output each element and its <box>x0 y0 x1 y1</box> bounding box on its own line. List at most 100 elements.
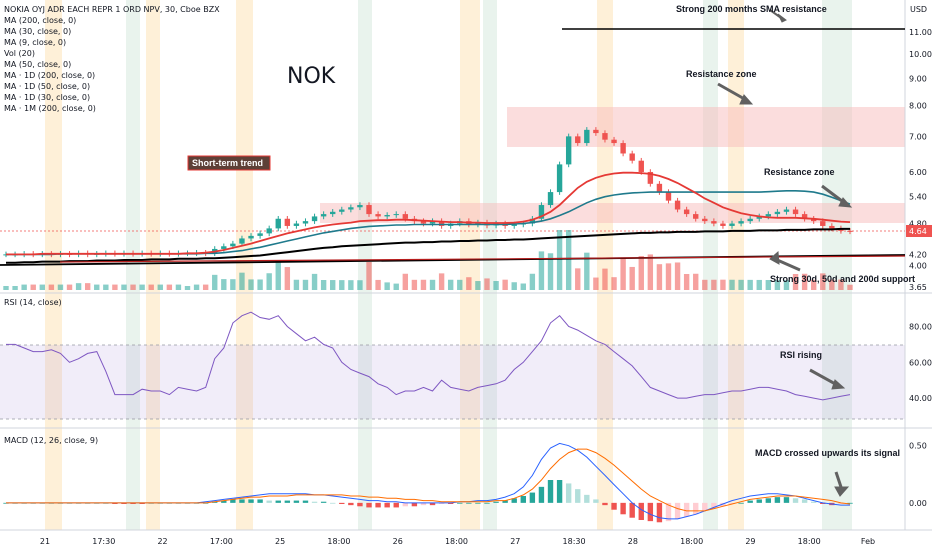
rsi-tick: 80.00 <box>909 322 932 331</box>
indicator-item[interactable]: MA · 1D (50, close, 0) <box>4 82 90 91</box>
volume-bar <box>738 279 744 290</box>
indicator-item[interactable]: MA · 1D (30, close, 0) <box>4 93 90 102</box>
time-tick: 21 <box>40 537 50 546</box>
chart-title: NOKIA OYJ ADR EACH REPR 1 ORD NPV, 30, C… <box>4 5 220 14</box>
macd-histogram-bar <box>357 502 363 507</box>
volume-bar <box>674 262 681 290</box>
candle-body <box>575 136 581 144</box>
session-stripe <box>460 0 480 530</box>
session-stripe <box>483 0 497 530</box>
volume-bar <box>520 283 526 290</box>
macd-histogram-bar <box>447 502 454 504</box>
macd-histogram-bar <box>457 502 463 504</box>
indicator-item[interactable]: MA (9, close, 0) <box>4 38 66 47</box>
macd-histogram-bar <box>384 502 390 508</box>
candle-body <box>656 183 663 193</box>
volume-bar <box>429 279 436 290</box>
indicator-item[interactable]: MA (30, close, 0) <box>4 27 71 36</box>
candle-body <box>230 243 236 247</box>
macd-histogram-bar <box>284 500 291 503</box>
arrow-macd-shaft <box>834 471 844 491</box>
indicator-legend[interactable]: MA (200, close, 0) MA (30, close, 0) MA (9… <box>4 16 96 113</box>
rsi-axis[interactable]: 80.00 60.00 40.00 <box>909 322 932 403</box>
sma-resistance-label: Strong 200 months SMA resistance <box>676 4 827 14</box>
indicator-item[interactable]: MA (200, close, 0) <box>4 16 76 25</box>
volume-bar <box>175 284 182 290</box>
macd-plot <box>3 442 853 523</box>
candle-body <box>602 133 608 140</box>
macd-histogram-bar <box>611 502 617 510</box>
macd-histogram-bar <box>429 502 436 506</box>
indicator-item[interactable]: Vol (20) <box>4 49 35 58</box>
price-axis[interactable]: 11.00 10.00 9.00 8.00 7.00 6.00 5.40 4.80 4.20 4.… <box>909 28 932 292</box>
short-term-box <box>187 155 271 171</box>
macd-crossed-label: MACD crossed upwards its signal <box>755 448 900 458</box>
volume-bar <box>638 256 644 290</box>
macd-histogram-bar <box>602 502 608 506</box>
candle-body <box>475 222 481 225</box>
indicator-item[interactable]: MA · 1M (200, close, 0) <box>4 104 96 113</box>
macd-axis[interactable]: 0.50 0.00 <box>909 442 927 508</box>
candle-body <box>620 143 626 154</box>
macd-histogram-bar <box>783 497 790 503</box>
indicator-item[interactable]: MA · 1D (200, close, 0) <box>4 71 95 80</box>
price-tick: 10.00 <box>909 50 932 59</box>
volume-bar <box>447 279 454 290</box>
price-tick: 7.00 <box>909 132 927 141</box>
session-stripe <box>146 0 160 530</box>
volume-bar <box>801 273 808 290</box>
volume-bar <box>384 282 390 290</box>
candle-body <box>266 228 272 234</box>
candle-body <box>511 224 517 226</box>
macd-histogram-bar <box>320 501 327 503</box>
session-stripe <box>358 0 372 530</box>
candle-body <box>384 215 390 217</box>
candle-body <box>320 214 327 217</box>
candle-body <box>293 223 300 226</box>
macd-histogram-bar <box>593 499 599 503</box>
volume-bar <box>193 284 200 290</box>
price-tick: 8.00 <box>909 102 927 111</box>
volume-bar <box>647 254 654 290</box>
macd-histogram-bar <box>547 480 554 503</box>
volume-bar <box>593 277 599 290</box>
time-axis[interactable]: 21 17:30 22 17:00 25 18:00 26 18:00 27 18:30 28 18:… <box>40 537 875 546</box>
volume-bar <box>12 286 18 290</box>
indicator-item[interactable]: MA (50, close, 0) <box>4 60 71 69</box>
volume-bar <box>783 280 790 290</box>
macd-histogram-bar <box>538 486 545 503</box>
candle-body <box>729 223 735 226</box>
volume-bars <box>3 230 853 290</box>
candle-body <box>248 235 254 239</box>
price-tick: 4.20 <box>909 250 927 259</box>
macd-histogram-bar <box>747 500 753 503</box>
candle-body <box>774 211 781 215</box>
macd-histogram-bar <box>266 500 272 503</box>
volume-bar <box>230 279 236 290</box>
macd-histogram-bar <box>674 502 681 519</box>
macd-histogram-bar <box>438 502 445 504</box>
volume-bar <box>584 252 590 290</box>
volume-bar <box>357 280 363 290</box>
macd-histogram-bar <box>393 502 399 508</box>
macd-histogram-bar <box>638 502 644 520</box>
time-tick: 26 <box>393 537 403 546</box>
macd-histogram-bar <box>330 502 336 504</box>
macd-histogram-bar <box>493 501 499 503</box>
rsi-plot <box>6 311 851 401</box>
candle-body <box>611 139 617 144</box>
macd-histogram-bar <box>629 502 635 518</box>
rsi-line <box>6 311 851 401</box>
price-tick: 11.00 <box>909 28 932 37</box>
rsi-tick: 40.00 <box>909 394 932 403</box>
macd-histogram-bar <box>575 489 581 503</box>
macd-histogram-bar <box>221 500 227 503</box>
macd-histogram-bar <box>302 500 309 503</box>
volume-bar <box>420 279 427 290</box>
volume-bar <box>575 268 581 290</box>
session-stripe <box>236 0 253 530</box>
candle-body <box>330 211 336 215</box>
macd-histogram-bar <box>847 502 853 504</box>
